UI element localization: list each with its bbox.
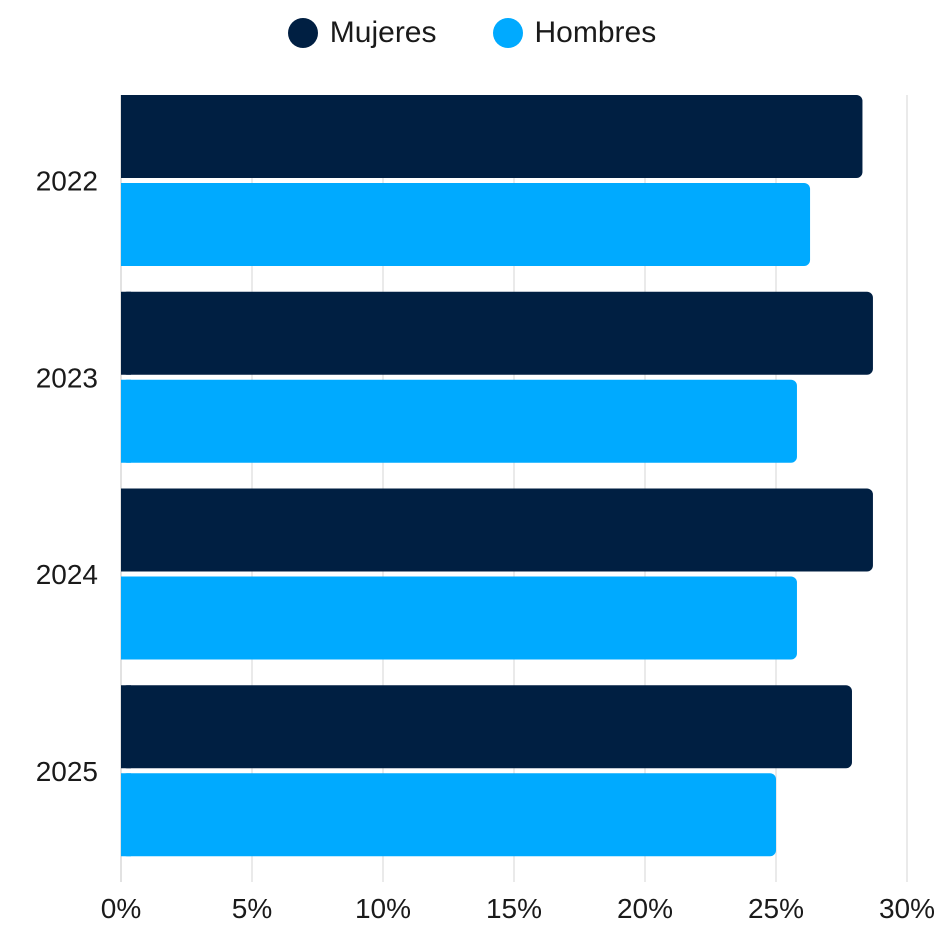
bar-hombres-2024	[121, 576, 797, 660]
legend-item-hombres: Hombres	[492, 16, 657, 50]
y-tick-label-2024: 2024	[36, 559, 98, 590]
legend-label-hombres: Hombres	[534, 16, 657, 49]
x-tick-label-25: 25%	[748, 893, 804, 924]
bar-mujeres-2023	[121, 291, 873, 375]
x-tick-label-0: 0%	[101, 893, 141, 924]
bar-base-mujeres-2024	[121, 488, 131, 572]
x-tick-label-30: 30%	[879, 893, 935, 924]
bar-hombres-2025	[121, 773, 776, 857]
bar-mujeres-2022	[121, 95, 863, 178]
bar-base-hombres-2022	[121, 183, 131, 266]
bar-hombres-2023	[121, 379, 797, 463]
bar-base-mujeres-2022	[121, 95, 131, 178]
x-tick-label-15: 15%	[486, 893, 542, 924]
x-tick-label-10: 10%	[355, 893, 411, 924]
bar-hombres-2022	[121, 183, 811, 266]
bar-base-mujeres-2025	[121, 685, 131, 769]
bar-base-hombres-2024	[121, 576, 131, 660]
bar-mujeres-2025	[121, 685, 852, 769]
legend-item-mujeres: Mujeres	[287, 16, 437, 50]
y-tick-label-2023: 2023	[36, 362, 98, 393]
legend-marker-hombres	[492, 18, 523, 48]
x-tick-label-5: 5%	[232, 893, 272, 924]
y-tick-label-2025: 2025	[36, 756, 98, 787]
bar-mujeres-2024	[121, 488, 873, 572]
legend-marker-mujeres	[287, 18, 318, 48]
bar-base-mujeres-2023	[121, 291, 131, 375]
bar-base-hombres-2025	[121, 773, 131, 857]
legend-label-mujeres: Mujeres	[329, 16, 437, 49]
legend: Mujeres Hombres	[0, 16, 944, 50]
bar-base-hombres-2023	[121, 379, 131, 463]
x-tick-label-20: 20%	[617, 893, 673, 924]
y-tick-label-2022: 2022	[36, 166, 98, 197]
